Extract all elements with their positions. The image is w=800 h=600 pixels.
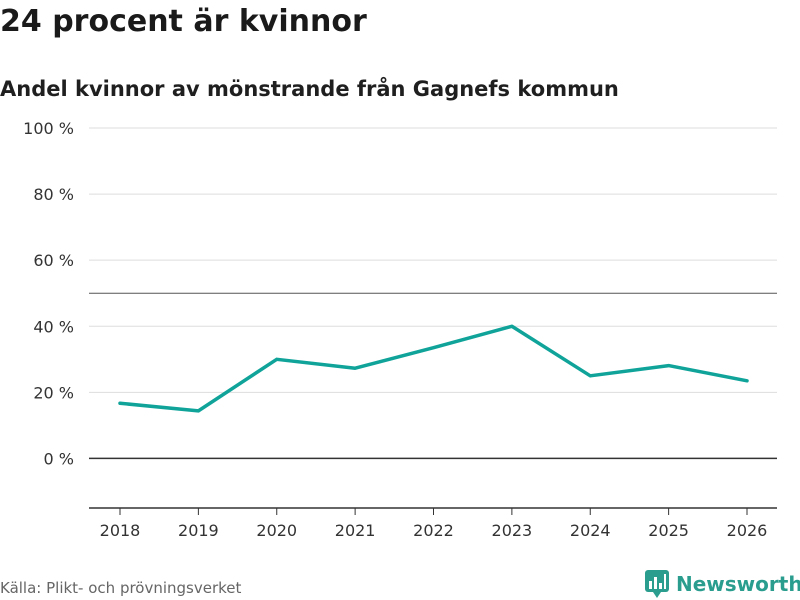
y-tick-label: 0 % — [44, 449, 74, 468]
x-tick-label: 2024 — [570, 521, 611, 540]
y-tick-label: 20 % — [33, 383, 74, 402]
series — [118, 324, 749, 413]
series-line — [118, 324, 749, 413]
y-tick-label: 40 % — [33, 317, 74, 336]
gridlines — [89, 127, 777, 460]
x-tick-label: 2022 — [413, 521, 454, 540]
y-tick-label: 60 % — [33, 251, 74, 270]
x-tick-label: 2026 — [727, 521, 768, 540]
brand-name: Newsworthy — [676, 572, 800, 596]
axes — [89, 507, 777, 515]
x-tick-label: 2019 — [178, 521, 219, 540]
newsworthy-logo-icon — [645, 570, 669, 598]
y-tick-labels: 0 % 20 % 40 % 60 % 80 % 100 % — [23, 119, 74, 468]
brand-logo: Newsworthy — [644, 569, 800, 599]
y-tick-label: 100 % — [23, 119, 74, 138]
x-tick-labels: 2018 2019 2020 2021 2022 2023 2024 2025 2026 — [100, 521, 768, 540]
x-tick-label: 2025 — [648, 521, 689, 540]
chart-title: 24 procent är kvinnor — [0, 4, 367, 39]
chart-subtitle: Andel kvinnor av mönstrande från Gagnefs… — [0, 77, 619, 101]
y-tick-label: 80 % — [33, 185, 74, 204]
source-note: Källa: Plikt- och prövningsverket — [0, 579, 242, 597]
x-tick-label: 2021 — [335, 521, 376, 540]
x-tick-label: 2020 — [256, 521, 297, 540]
x-tick-label: 2023 — [492, 521, 533, 540]
x-tick-label: 2018 — [100, 521, 141, 540]
